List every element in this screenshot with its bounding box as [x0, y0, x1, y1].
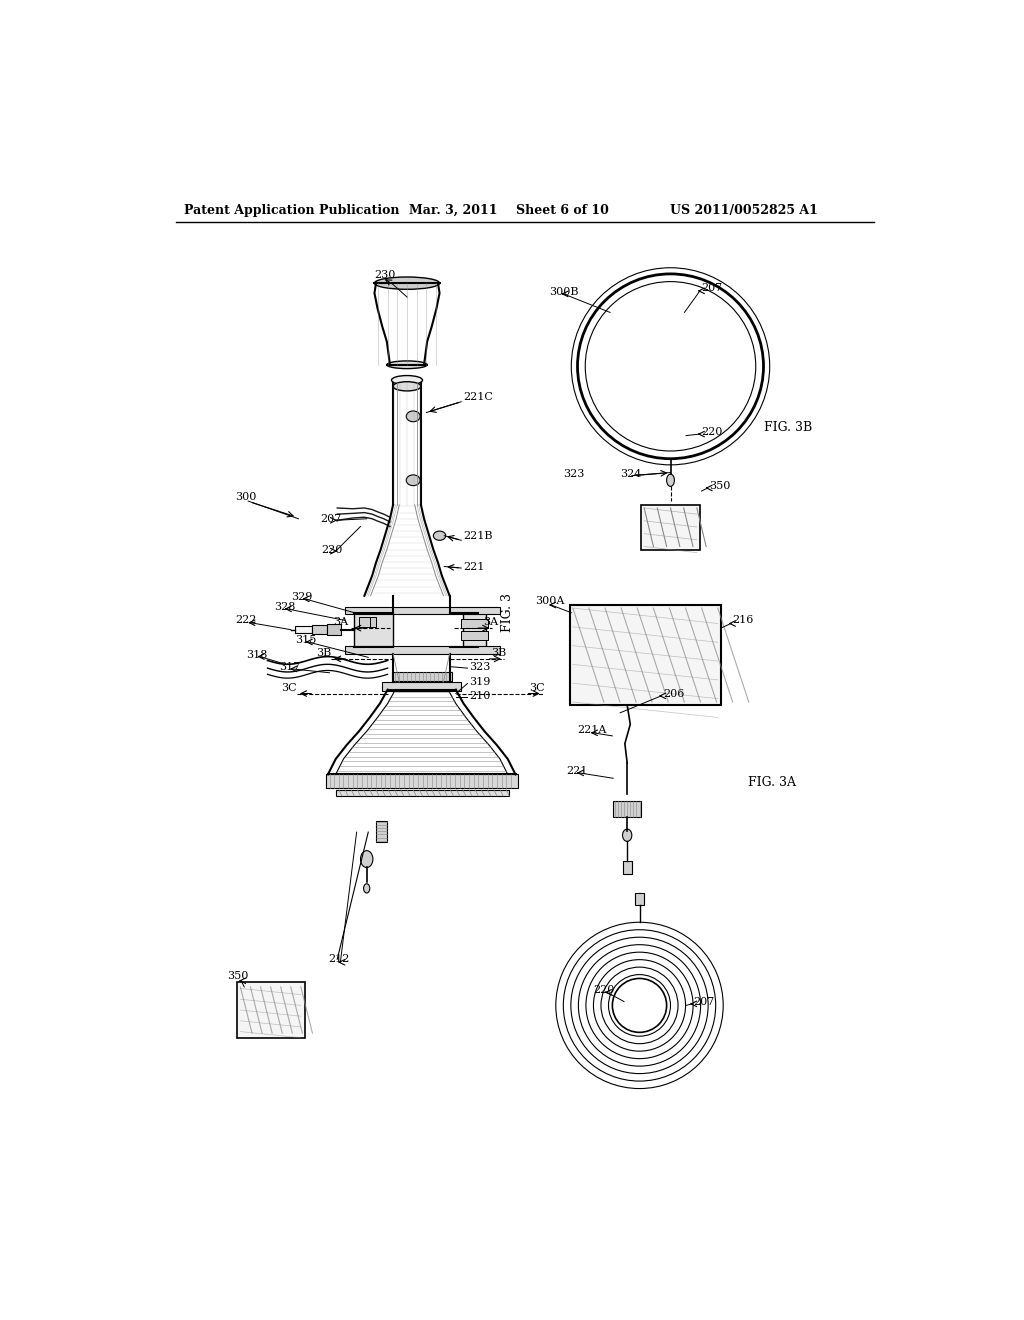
- Bar: [370, 616, 376, 627]
- Text: Sheet 6 of 10: Sheet 6 of 10: [515, 205, 608, 218]
- Text: 300A: 300A: [535, 597, 564, 606]
- Ellipse shape: [375, 277, 439, 289]
- Bar: [641, 506, 700, 549]
- Text: 317: 317: [280, 661, 300, 672]
- Text: 220: 220: [701, 426, 723, 437]
- Bar: [382, 682, 461, 692]
- Bar: [461, 619, 487, 628]
- Ellipse shape: [407, 411, 420, 422]
- Text: 221B: 221B: [463, 531, 493, 541]
- Text: 318: 318: [246, 649, 267, 660]
- Text: 212: 212: [328, 954, 349, 964]
- Text: 222: 222: [234, 615, 256, 626]
- Circle shape: [612, 978, 667, 1032]
- Bar: [328, 624, 341, 635]
- Ellipse shape: [393, 381, 421, 391]
- Bar: [354, 612, 393, 647]
- Text: 221: 221: [463, 561, 484, 572]
- Text: 3A: 3A: [334, 616, 349, 627]
- Bar: [326, 775, 518, 788]
- Bar: [391, 672, 452, 681]
- Text: FIG. 3: FIG. 3: [502, 593, 514, 632]
- Bar: [295, 626, 311, 634]
- Ellipse shape: [667, 474, 675, 486]
- Text: 300B: 300B: [549, 288, 579, 297]
- Text: 206: 206: [663, 689, 684, 698]
- Bar: [237, 982, 305, 1038]
- Text: 3C: 3C: [282, 684, 297, 693]
- Text: 207: 207: [693, 997, 715, 1007]
- Text: 221C: 221C: [463, 392, 493, 403]
- Text: FIG. 3A: FIG. 3A: [748, 776, 796, 788]
- Text: Patent Application Publication: Patent Application Publication: [183, 205, 399, 218]
- Bar: [463, 612, 486, 647]
- Bar: [359, 616, 370, 627]
- Bar: [376, 821, 387, 842]
- Text: 350: 350: [227, 972, 249, 981]
- Text: 230: 230: [375, 271, 396, 280]
- Text: 216: 216: [732, 615, 754, 626]
- Bar: [311, 626, 328, 635]
- Text: 210: 210: [469, 690, 490, 701]
- Text: 300: 300: [234, 492, 256, 502]
- Text: 3A: 3A: [483, 616, 499, 627]
- Text: FIG. 3B: FIG. 3B: [764, 421, 812, 434]
- Bar: [623, 862, 632, 874]
- Bar: [336, 789, 509, 796]
- Text: 324: 324: [621, 469, 641, 479]
- Text: 315: 315: [295, 635, 316, 645]
- Text: 3B: 3B: [315, 648, 331, 657]
- Text: 207: 207: [701, 282, 723, 293]
- Text: 221: 221: [566, 766, 587, 776]
- Text: 323: 323: [563, 469, 585, 479]
- Ellipse shape: [364, 884, 370, 892]
- Ellipse shape: [360, 850, 373, 867]
- Bar: [345, 645, 500, 653]
- Text: 207: 207: [321, 513, 341, 524]
- Text: 221A: 221A: [578, 725, 607, 735]
- Text: 323: 323: [469, 661, 490, 672]
- Bar: [569, 605, 721, 705]
- Text: 3B: 3B: [490, 648, 506, 657]
- Text: 328: 328: [273, 602, 295, 611]
- Bar: [345, 607, 500, 614]
- Text: 329: 329: [291, 593, 312, 602]
- Ellipse shape: [387, 360, 427, 368]
- Ellipse shape: [391, 376, 423, 385]
- Ellipse shape: [623, 829, 632, 841]
- Bar: [613, 801, 641, 817]
- Bar: [461, 631, 487, 640]
- Text: 3C: 3C: [529, 684, 545, 693]
- Bar: [635, 892, 644, 906]
- Text: 350: 350: [710, 480, 731, 491]
- Ellipse shape: [407, 475, 420, 486]
- Text: US 2011/0052825 A1: US 2011/0052825 A1: [671, 205, 818, 218]
- Text: Mar. 3, 2011: Mar. 3, 2011: [409, 205, 497, 218]
- Text: 220: 220: [322, 545, 343, 554]
- Text: 220: 220: [593, 985, 614, 995]
- Ellipse shape: [433, 531, 445, 540]
- Text: 319: 319: [469, 677, 490, 686]
